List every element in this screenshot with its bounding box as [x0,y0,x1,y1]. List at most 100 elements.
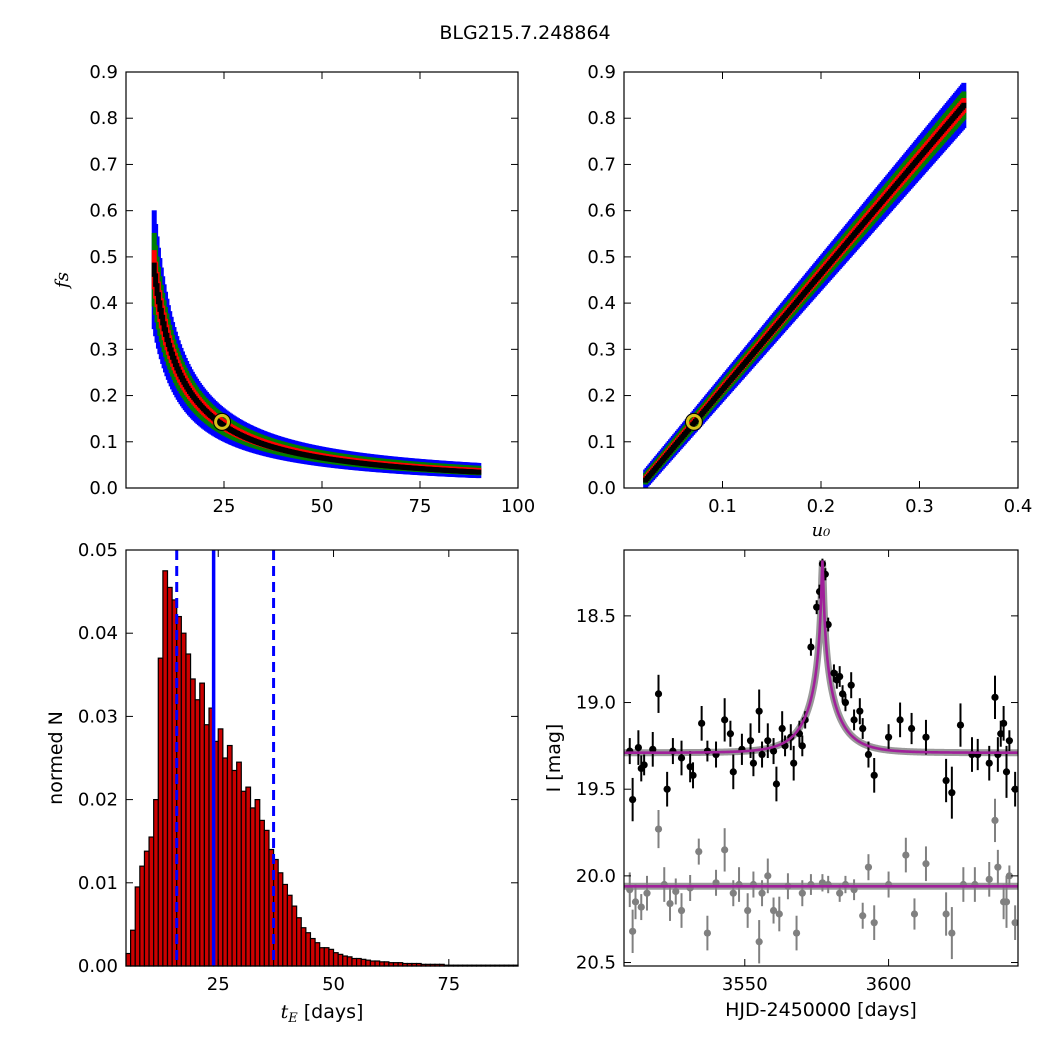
data-point [836,672,844,681]
heatmap-cell [154,283,160,296]
y-tick-label: 0.03 [78,706,118,727]
histogram-bar [236,761,242,967]
data-series [626,558,1018,822]
histogram-bar [314,942,321,967]
x-axis-label: tE [days] [281,1001,364,1026]
histogram-bar [226,744,233,967]
histogram-bar [342,955,348,967]
y-tick-label: 0.7 [89,154,118,175]
heatmap-cell [961,102,967,109]
x-tick-label: 50 [322,974,345,995]
best-fit-marker [214,413,231,430]
y-tick-label: 0.02 [78,790,118,811]
data-point [726,730,735,738]
best-fit-marker [685,413,702,430]
x-tick-label: 0.2 [807,496,836,517]
data-point [721,716,729,724]
histogram-bar [130,929,136,967]
data-point [884,733,893,741]
data-point [663,785,671,793]
data-point [841,698,850,707]
data-point [729,889,737,897]
histogram-bar [166,586,173,967]
histogram-bar [360,958,367,967]
histogram-bar [286,894,293,967]
data-point [902,851,910,859]
heatmap-cell [160,314,166,326]
tE_histogram-ticks: 25 50 75 0.00 0.01 0.02 0.03 0.04 0.05 [78,540,518,995]
histogram-bar [134,886,141,967]
y-axis-label: I [mag] [543,724,565,793]
histogram-bar [277,872,284,967]
data-point [850,716,858,724]
data-point [629,927,637,935]
heatmap-cell [158,307,164,319]
data-point [721,846,729,854]
heatmap-cell [155,292,161,305]
data-point [859,912,867,920]
data-point [772,780,781,788]
histogram-bar [157,657,164,967]
data-point [985,875,993,883]
data-point [1011,919,1018,927]
y-tick-label: 0.4 [587,293,616,314]
histogram-bar [162,570,169,967]
data-point [654,690,663,698]
y-tick-label: 18.5 [576,606,616,627]
data-point [1002,898,1011,906]
heatmap-cell [151,262,157,277]
residual-series [626,798,1018,964]
histogram-bar [305,932,312,967]
histogram-bar [369,960,376,967]
data-point [896,716,904,724]
histogram-bar [254,798,261,967]
data-point [712,879,720,887]
data-point [818,879,827,887]
histogram-bar [365,959,372,967]
histogram-bar [282,883,289,967]
data-point [824,620,832,629]
data-point [626,886,634,894]
data-point [698,719,706,727]
x-tick-label: 0.3 [905,496,934,517]
data-point [729,768,737,776]
heatmap-cell [161,321,167,332]
y-tick-label: 0.00 [78,956,118,977]
data-point [764,872,772,880]
data-point [907,724,916,733]
data-point [1002,768,1011,776]
data-point [654,825,663,833]
y-axis-label: fs [52,272,73,290]
y-tick-label: 0.0 [89,478,118,499]
histogram-bar [185,653,192,967]
histogram-bar [300,927,307,967]
data-point [922,860,930,868]
histogram-bar [245,786,252,967]
data-point [1005,737,1013,745]
y-tick-label: 0.9 [587,62,616,83]
data-point [798,742,806,750]
fs_vs_tE-heatmap [151,210,482,479]
histogram-bar [291,905,298,967]
data-point [994,863,1002,871]
data-point [991,693,999,701]
data-point [807,643,815,651]
histogram-bar [153,798,159,967]
data-point [997,730,1005,738]
data-point [847,681,855,689]
heatmap-cell [163,327,169,337]
data-point [686,763,694,771]
histogram-bar [319,947,325,967]
y-tick-label: 0.1 [89,432,118,453]
data-point [689,771,697,779]
data-point [775,910,783,918]
heatmap-cell [168,347,174,356]
data-point [956,721,965,729]
lightcurve-axes [623,549,1019,967]
model-curve [624,560,1018,755]
y-tick-label: 0.8 [89,108,118,129]
data-point [1005,872,1013,880]
histogram-bar [337,953,344,967]
histogram-bar [259,819,265,967]
